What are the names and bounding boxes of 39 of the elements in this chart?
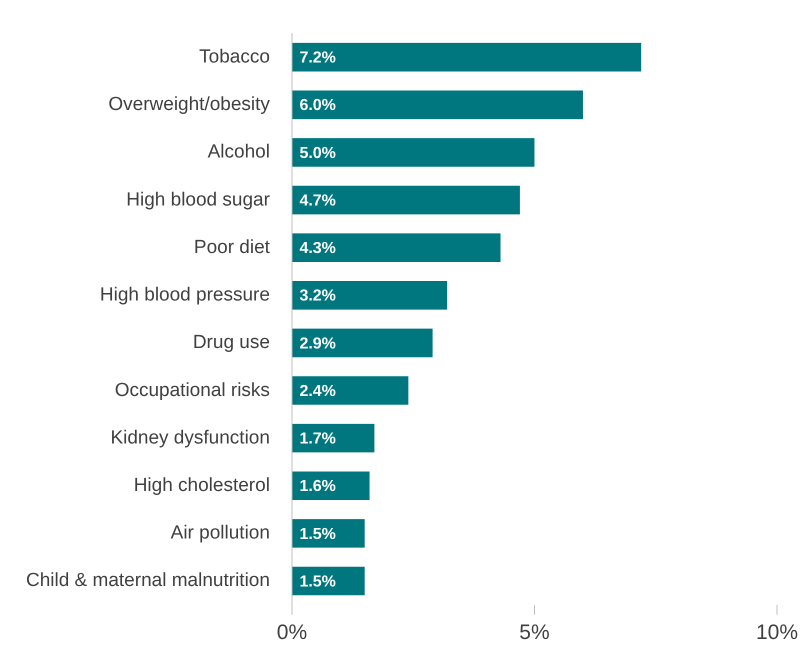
bar xyxy=(292,328,433,358)
y-tick-label: Overweight/obesity xyxy=(108,94,270,116)
bar xyxy=(292,281,448,310)
data-label: 1.7% xyxy=(299,430,336,448)
data-label: 2.4% xyxy=(299,382,336,400)
data-label: 3.2% xyxy=(299,288,336,305)
bar xyxy=(292,566,365,596)
data-label: 4.3% xyxy=(299,240,336,258)
data-label: 7.2% xyxy=(299,50,336,67)
y-tick-label: High blood pressure xyxy=(100,284,270,306)
data-label: 1.5% xyxy=(299,526,336,543)
y-tick-label: High blood sugar xyxy=(126,189,271,210)
y-tick-label: Kidney dysfunction xyxy=(110,427,270,448)
y-tick-label: Air pollution xyxy=(170,522,270,544)
data-label: 1.5% xyxy=(299,573,336,590)
data-label: 2.9% xyxy=(299,335,336,352)
y-tick-label: Drug use xyxy=(192,332,270,354)
data-label: 5.0% xyxy=(299,144,336,162)
bar xyxy=(292,233,501,262)
y-tick-label: High cholesterol xyxy=(134,474,270,496)
bar xyxy=(292,42,642,72)
bar xyxy=(292,424,374,452)
x-tick-label: 5% xyxy=(519,621,550,644)
data-label: 4.7% xyxy=(299,192,336,210)
y-tick-label: Poor diet xyxy=(194,236,271,258)
y-tick-label: Alcohol xyxy=(208,142,270,163)
bar xyxy=(292,471,370,500)
bar xyxy=(292,90,583,120)
bar xyxy=(292,519,365,548)
data-label: 6.0% xyxy=(299,97,336,114)
bar xyxy=(292,138,534,167)
x-tick-label: 10% xyxy=(756,621,798,644)
y-tick-label: Child & maternal malnutrition xyxy=(26,570,270,592)
bar xyxy=(292,376,408,405)
x-tick-label: 0% xyxy=(276,621,308,644)
bar xyxy=(292,186,520,214)
y-tick-label: Occupational risks xyxy=(114,380,270,401)
data-label: 1.6% xyxy=(299,478,336,496)
y-tick-label: Tobacco xyxy=(199,46,270,68)
